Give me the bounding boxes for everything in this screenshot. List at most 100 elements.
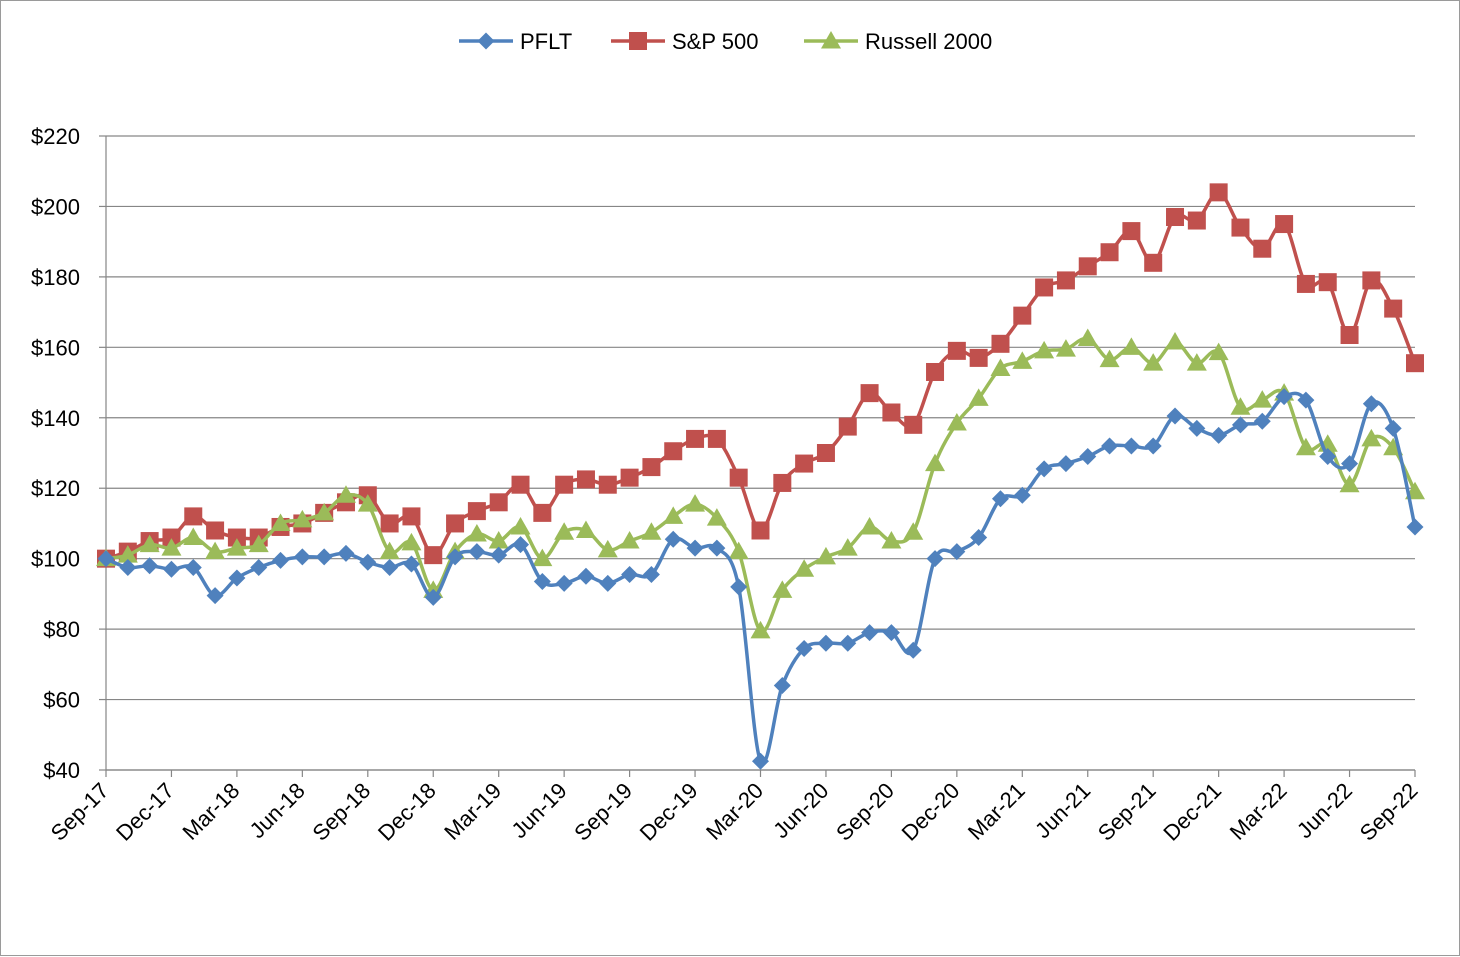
data-point-russell-2000 bbox=[772, 580, 793, 598]
data-point-pflt bbox=[708, 539, 726, 557]
x-tick-label: Dec-18 bbox=[373, 778, 441, 846]
data-point-russell-2000 bbox=[1186, 353, 1207, 371]
data-point-s-p-500 bbox=[729, 468, 748, 487]
data-point-pflt bbox=[599, 574, 617, 592]
data-point-s-p-500 bbox=[227, 528, 246, 547]
data-point-pflt bbox=[577, 567, 595, 585]
data-point-russell-2000 bbox=[183, 527, 204, 546]
data-point-russell-2000 bbox=[1099, 349, 1120, 368]
x-tick-label: Dec-21 bbox=[1158, 778, 1226, 846]
series-line-pflt bbox=[105, 391, 1417, 766]
data-point-russell-2000 bbox=[139, 534, 160, 553]
data-point-s-p-500 bbox=[424, 546, 443, 565]
x-tick-label: Jun-18 bbox=[245, 778, 310, 843]
data-point-pflt bbox=[1013, 486, 1031, 504]
data-point-russell-2000 bbox=[728, 541, 749, 560]
y-tick-label: $40 bbox=[43, 758, 80, 783]
data-point-russell-2000 bbox=[706, 508, 727, 526]
data-point-s-p-500 bbox=[1275, 215, 1294, 234]
data-point-russell-2000 bbox=[663, 506, 684, 524]
series-s-p-500 bbox=[97, 183, 1424, 568]
x-tick-label: Mar-21 bbox=[963, 778, 1030, 845]
x-tick-label: Sep-20 bbox=[831, 778, 899, 846]
data-point-s-p-500 bbox=[860, 384, 879, 403]
data-point-pflt bbox=[1210, 426, 1228, 444]
data-point-russell-2000 bbox=[946, 413, 967, 431]
data-point-pflt bbox=[446, 548, 464, 566]
data-point-s-p-500 bbox=[511, 475, 530, 494]
data-point-russell-2000 bbox=[685, 494, 706, 512]
data-point-s-p-500 bbox=[1100, 243, 1119, 262]
legend-marker-pflt bbox=[477, 32, 495, 50]
data-point-s-p-500 bbox=[1035, 278, 1054, 297]
data-point-s-p-500 bbox=[904, 415, 923, 434]
data-point-s-p-500 bbox=[664, 442, 683, 461]
data-point-russell-2000 bbox=[575, 520, 596, 538]
data-point-pflt bbox=[1275, 388, 1293, 406]
data-point-russell-2000 bbox=[1012, 351, 1033, 369]
y-tick-label: $140 bbox=[31, 406, 80, 431]
data-point-pflt bbox=[1122, 437, 1140, 455]
data-point-s-p-500 bbox=[206, 521, 225, 540]
data-point-russell-2000 bbox=[859, 516, 880, 535]
data-point-russell-2000 bbox=[510, 516, 531, 535]
data-point-russell-2000 bbox=[968, 388, 989, 406]
legend-entry-russell-2000: Russell 2000 bbox=[804, 29, 992, 54]
data-point-s-p-500 bbox=[795, 454, 814, 473]
data-point-pflt bbox=[1297, 391, 1315, 409]
data-point-pflt bbox=[490, 546, 508, 564]
data-point-pflt bbox=[861, 624, 879, 642]
data-point-pflt bbox=[1079, 448, 1097, 466]
legend-marker-s-p-500 bbox=[629, 32, 647, 50]
data-point-russell-2000 bbox=[1339, 474, 1360, 493]
data-point-pflt bbox=[1057, 455, 1075, 473]
data-point-russell-2000 bbox=[161, 538, 182, 556]
data-point-pflt bbox=[468, 543, 486, 561]
data-point-russell-2000 bbox=[1165, 332, 1186, 350]
data-point-pflt bbox=[1188, 419, 1206, 437]
y-tick-label: $180 bbox=[31, 265, 80, 290]
data-point-s-p-500 bbox=[751, 521, 770, 540]
data-point-russell-2000 bbox=[226, 538, 247, 556]
data-point-pflt bbox=[904, 641, 922, 659]
y-tick-label: $80 bbox=[43, 617, 80, 642]
data-point-pflt bbox=[1319, 448, 1337, 466]
data-point-russell-2000 bbox=[379, 541, 400, 560]
data-point-pflt bbox=[184, 558, 202, 576]
data-point-pflt bbox=[1341, 455, 1359, 473]
data-point-russell-2000 bbox=[314, 502, 335, 521]
data-point-russell-2000 bbox=[990, 358, 1011, 376]
legend-label-pflt: PFLT bbox=[520, 29, 572, 54]
x-tick-label: Jun-22 bbox=[1292, 778, 1357, 843]
data-point-s-p-500 bbox=[555, 475, 574, 494]
data-point-russell-2000 bbox=[248, 534, 269, 553]
data-point-s-p-500 bbox=[380, 514, 399, 533]
legend-marker-russell-2000 bbox=[821, 31, 841, 49]
data-point-pflt bbox=[839, 634, 857, 652]
data-point-pflt bbox=[773, 676, 791, 694]
data-point-s-p-500 bbox=[1318, 273, 1337, 292]
y-tick-label: $160 bbox=[31, 335, 80, 360]
data-point-pflt bbox=[250, 558, 268, 576]
data-point-russell-2000 bbox=[401, 532, 422, 551]
legend-label-russell-2000: Russell 2000 bbox=[865, 29, 992, 54]
data-point-russell-2000 bbox=[837, 538, 858, 556]
y-tick-label: $100 bbox=[31, 547, 80, 572]
legend-entry-pflt: PFLT bbox=[459, 29, 572, 54]
data-point-pflt bbox=[162, 560, 180, 578]
data-point-pflt bbox=[424, 588, 442, 606]
data-point-russell-2000 bbox=[488, 531, 509, 549]
x-tick-label: Sep-19 bbox=[569, 778, 637, 846]
data-point-s-p-500 bbox=[1253, 239, 1272, 258]
data-point-s-p-500 bbox=[969, 348, 988, 367]
data-point-s-p-500 bbox=[184, 507, 203, 526]
data-point-s-p-500 bbox=[926, 362, 945, 381]
data-point-pflt bbox=[1231, 416, 1249, 434]
data-point-pflt bbox=[272, 551, 290, 569]
x-tick-label: Mar-20 bbox=[701, 778, 768, 845]
data-point-s-p-500 bbox=[489, 493, 508, 512]
data-point-pflt bbox=[970, 529, 988, 547]
data-point-russell-2000 bbox=[1143, 353, 1164, 371]
